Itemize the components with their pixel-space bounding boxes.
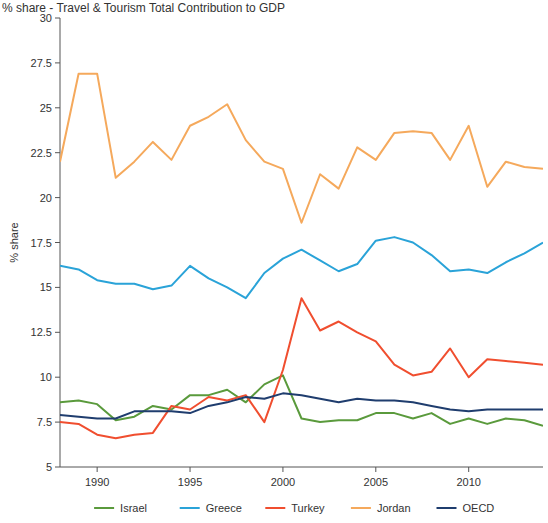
x-tick-label: 1990	[85, 476, 109, 488]
y-tick	[55, 422, 60, 423]
y-tick-label: 20	[40, 192, 52, 204]
legend-swatch	[437, 507, 457, 509]
x-tick	[282, 467, 283, 472]
x-tick-label: 2000	[271, 476, 295, 488]
y-tick	[55, 197, 60, 198]
y-tick-label: 10	[40, 371, 52, 383]
series-line	[60, 237, 543, 298]
y-tick	[55, 287, 60, 288]
legend-swatch	[94, 507, 114, 509]
legend-swatch	[180, 507, 200, 509]
y-tick-label: 17.5	[31, 237, 52, 249]
y-tick	[55, 152, 60, 153]
x-tick-label: 2010	[456, 476, 480, 488]
y-tick-label: 7.5	[37, 416, 52, 428]
legend-label: Turkey	[291, 502, 325, 514]
series-line	[60, 298, 543, 438]
x-tick	[97, 467, 98, 472]
y-tick-label: 15	[40, 281, 52, 293]
y-tick-label: 25	[40, 102, 52, 114]
y-axis	[60, 18, 61, 467]
x-tick-label: 1995	[178, 476, 202, 488]
legend-label: Jordan	[377, 502, 411, 514]
x-tick	[375, 467, 376, 472]
y-tick	[55, 377, 60, 378]
y-tick	[55, 107, 60, 108]
x-axis	[60, 467, 543, 468]
x-tick-label: 2005	[364, 476, 388, 488]
legend-swatch	[351, 507, 371, 509]
y-tick	[55, 332, 60, 333]
y-tick-label: 27.5	[31, 57, 52, 69]
series-line	[60, 74, 543, 223]
legend-label: Greece	[206, 502, 242, 514]
legend-label: Israel	[120, 502, 147, 514]
legend-label: OECD	[463, 502, 495, 514]
legend-swatch	[265, 507, 285, 509]
plot-area	[60, 74, 543, 439]
x-tick	[468, 467, 469, 472]
y-tick-label: 12.5	[31, 326, 52, 338]
y-tick-label: 30	[40, 12, 52, 24]
y-tick-label: 22.5	[31, 147, 52, 159]
x-tick	[190, 467, 191, 472]
y-axis-label: % share	[8, 222, 20, 262]
y-tick	[55, 467, 60, 468]
y-tick	[55, 62, 60, 63]
chart: % share - Travel & Tourism Total Contrib…	[0, 0, 548, 523]
y-tick	[55, 18, 60, 19]
y-tick	[55, 242, 60, 243]
y-tick-label: 5	[46, 461, 52, 473]
series-line	[60, 375, 543, 425]
series-line	[60, 393, 543, 418]
